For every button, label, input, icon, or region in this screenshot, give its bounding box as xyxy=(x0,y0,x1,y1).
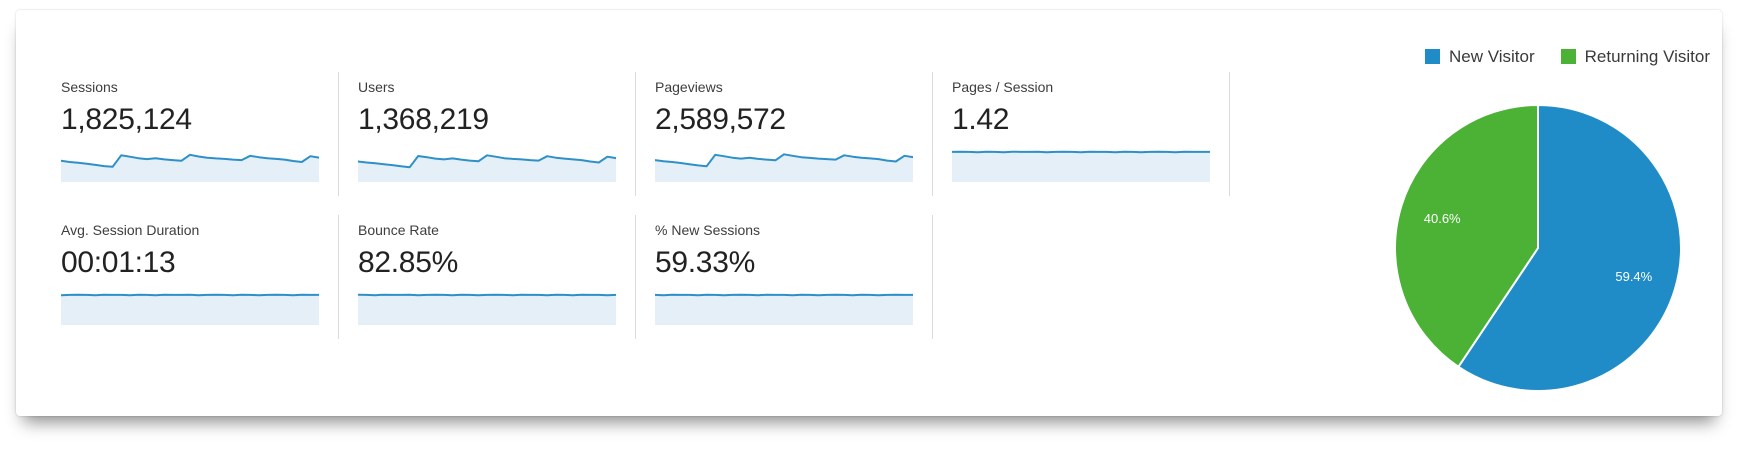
audience-overview-card: New Visitor Returning Visitor Sessions 1… xyxy=(16,10,1722,416)
metric-label: Avg. Session Duration xyxy=(61,222,200,238)
metric-value: 00:01:13 xyxy=(61,246,176,279)
metric-label: Pages / Session xyxy=(952,79,1054,95)
pie-slice-1[interactable] xyxy=(1394,103,1539,369)
pie-legend: New Visitor Returning Visitor xyxy=(1424,47,1710,66)
percent-new-sessions-sparkline[interactable] xyxy=(655,291,913,325)
visitor-type-pie-chart[interactable]: 59.4% 40.6% xyxy=(1388,98,1688,398)
metric-value: 2,589,572 xyxy=(655,103,786,136)
pages-per-session-sparkline[interactable] xyxy=(952,148,1210,182)
new-visitor-swatch-icon xyxy=(1424,49,1440,64)
metric-value: 1,825,124 xyxy=(61,103,192,136)
metric-label: Bounce Rate xyxy=(358,222,439,238)
legend-label-returning-visitor: Returning Visitor xyxy=(1584,47,1710,66)
metric-label: % New Sessions xyxy=(655,222,761,238)
metric-percent-new-sessions: % New Sessions 59.33% xyxy=(636,215,933,339)
metrics-row-2: Avg. Session Duration 00:01:13 Bounce Ra… xyxy=(61,215,933,339)
metric-bounce-rate: Bounce Rate 82.85% xyxy=(339,215,636,339)
metric-pageviews: Pageviews 2,589,572 xyxy=(636,72,933,196)
metric-avg-session-duration: Avg. Session Duration 00:01:13 xyxy=(61,215,339,339)
metric-label: Pageviews xyxy=(655,79,723,95)
legend-item-returning-visitor[interactable]: Returning Visitor xyxy=(1560,47,1710,66)
pageviews-sparkline[interactable] xyxy=(655,148,913,182)
metric-pages-per-session: Pages / Session 1.42 xyxy=(933,72,1230,196)
users-sparkline[interactable] xyxy=(358,148,616,182)
avg-session-duration-sparkline[interactable] xyxy=(61,291,319,325)
metric-label: Sessions xyxy=(61,79,118,95)
pie-slice-label: 59.4% xyxy=(1615,269,1652,284)
metric-label: Users xyxy=(358,79,395,95)
bounce-rate-sparkline[interactable] xyxy=(358,291,616,325)
sessions-sparkline[interactable] xyxy=(61,148,319,182)
pie-slice-0[interactable] xyxy=(1457,103,1682,392)
pie-slice-label: 40.6% xyxy=(1424,211,1461,226)
legend-label-new-visitor: New Visitor xyxy=(1448,47,1535,66)
metric-value: 1.42 xyxy=(952,103,1010,136)
metric-users: Users 1,368,219 xyxy=(339,72,636,196)
legend-item-new-visitor[interactable]: New Visitor xyxy=(1424,47,1535,66)
metric-sessions: Sessions 1,825,124 xyxy=(61,72,339,196)
returning-visitor-swatch-icon xyxy=(1560,49,1576,64)
metric-value: 1,368,219 xyxy=(358,103,489,136)
metric-value: 82.85% xyxy=(358,246,458,279)
metrics-row-1: Sessions 1,825,124 Users 1,368,219 Pagev… xyxy=(61,72,1230,196)
metric-value: 59.33% xyxy=(655,246,755,279)
